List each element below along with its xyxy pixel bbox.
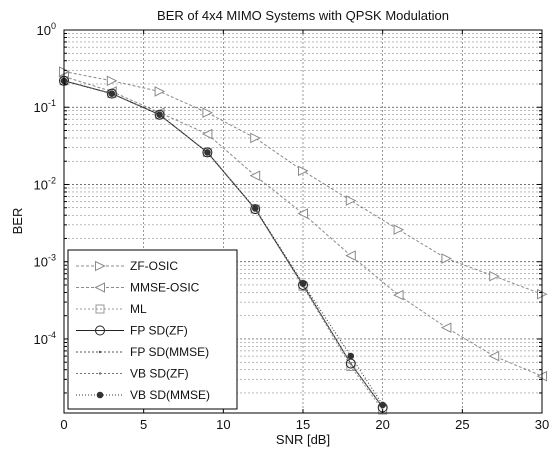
data-point-zf-osic xyxy=(154,86,166,97)
data-point-vb-sd-mmse xyxy=(379,401,386,409)
data-point-fp-sd-zf xyxy=(202,147,213,158)
y-tick-label: 10-4 xyxy=(34,330,56,347)
series-line-fp-sd-zf xyxy=(63,80,384,408)
data-point-vb-sd-mmse xyxy=(108,90,116,97)
data-point-vb-sd-mmse xyxy=(156,111,163,119)
data-point-vb-sd-mmse xyxy=(299,280,307,287)
legend-label-fp-sd-zf: FP SD(ZF) xyxy=(130,324,188,338)
axes: 0 5 10 15 20 25 30 10-4 10-3 10-2 10-1 100 xyxy=(34,21,550,432)
legend-marker-mmse-osic xyxy=(94,282,105,293)
legend-marker-vb-sd-zf xyxy=(98,372,102,375)
data-point-mmse-osic xyxy=(392,289,404,301)
legend-marker-vb-sd-mmse xyxy=(96,391,104,399)
data-point-zf-osic xyxy=(345,195,357,206)
x-tick-label: 25 xyxy=(455,417,469,432)
x-axis-label: SNR [dB] xyxy=(276,432,330,447)
data-point-fp-sd-zf xyxy=(154,109,165,120)
series-line-ml xyxy=(63,80,384,411)
x-tick-label: 30 xyxy=(535,417,549,432)
x-tick-label: 15 xyxy=(296,417,310,432)
data-point-mmse-osic xyxy=(345,250,356,261)
x-tick-label: 20 xyxy=(375,417,389,432)
legend-label-ml: ML xyxy=(130,302,147,316)
legend-label-zf-osic: ZF-OSIC xyxy=(130,259,178,273)
data-point-vb-sd-mmse xyxy=(251,205,259,212)
y-tick-label: 10-1 xyxy=(34,98,56,115)
data-point-mmse-osic xyxy=(201,128,213,140)
data-point-zf-osic xyxy=(106,75,118,87)
data-point-mmse-osic xyxy=(440,322,452,333)
data-point-zf-osic xyxy=(489,270,500,282)
legend-label-mmse-osic: MMSE-OSIC xyxy=(130,281,200,295)
y-tick-label: 100 xyxy=(37,21,56,38)
chart-title: BER of 4x4 MIMO Systems with QPSK Modula… xyxy=(157,8,449,23)
data-point-mmse-osic xyxy=(488,350,500,362)
legend-label-vb-sd-zf: VB SD(ZF) xyxy=(130,367,189,381)
series-line-mmse-osic xyxy=(63,76,543,377)
data-point-zf-osic xyxy=(202,107,214,119)
legend-marker-fp-sd-mmse xyxy=(98,350,102,354)
data-point-zf-osic xyxy=(441,253,453,264)
data-point-fp-sd-zf xyxy=(106,88,117,99)
legend-box xyxy=(67,249,238,410)
data-point-vb-sd-mmse xyxy=(204,149,211,156)
legend-label-fp-sd-mmse: FP SD(MMSE) xyxy=(130,345,209,359)
data-point-zf-osic xyxy=(298,165,309,177)
data-point-mmse-osic xyxy=(297,208,308,219)
data-point-vb-sd-zf xyxy=(349,362,352,365)
x-tick-label: 0 xyxy=(60,417,67,432)
x-tick-label: 5 xyxy=(140,417,147,432)
series-vb-sd-mmse xyxy=(60,77,386,409)
y-tick-label: 10-2 xyxy=(34,175,56,192)
y-tick-label: 10-3 xyxy=(34,253,56,270)
legend-marker-zf-osic xyxy=(95,260,106,272)
series-layer xyxy=(58,66,548,415)
x-tick-label: 10 xyxy=(216,417,230,432)
data-point-fp-sd-zf xyxy=(250,204,261,215)
legend-marker-ml xyxy=(95,304,105,314)
data-point-zf-osic xyxy=(250,132,261,144)
data-point-zf-osic xyxy=(393,224,405,235)
legend-label-vb-sd-mmse: VB SD(MMSE) xyxy=(130,388,210,402)
legend: ZF-OSIC MMSE-OSIC ML FP SD(ZF) FP SD(MMSE) VB… xyxy=(67,249,238,410)
y-axis-label: BER xyxy=(10,208,25,235)
data-point-mmse-osic xyxy=(249,170,261,181)
data-point-vb-sd-mmse xyxy=(347,352,355,360)
legend-marker-fp-sd-zf xyxy=(95,325,105,336)
